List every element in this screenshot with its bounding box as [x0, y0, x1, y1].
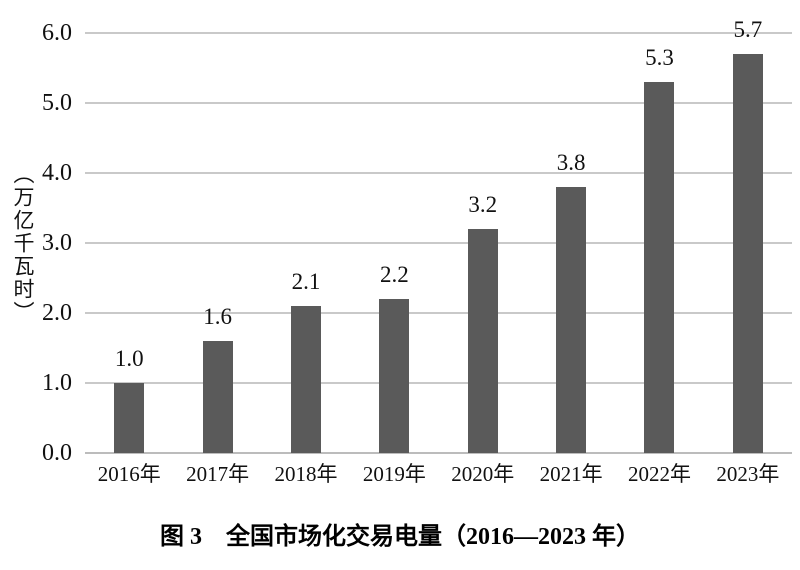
bar [467, 229, 498, 453]
bar [644, 82, 675, 453]
x-tick-label: 2020年 [451, 462, 515, 486]
bar [379, 299, 410, 453]
bar-value-label: 2.1 [291, 269, 321, 294]
x-tick-label: 2017年 [186, 462, 250, 486]
bar [202, 341, 233, 453]
y-tick-label: 6.0 [42, 20, 72, 46]
chart-title: 图 3 全国市场化交易电量（2016—2023 年） [160, 524, 640, 550]
plot-area: 1.0 1.6 2.1 2.2 3.2 3.8 5.3 5.7 [85, 18, 792, 454]
y-tick-label: 2.0 [42, 300, 72, 326]
bar-value-label: 1.0 [114, 346, 144, 371]
bar-value-label: 5.7 [733, 17, 763, 42]
bar [114, 383, 145, 453]
gridline [85, 312, 792, 314]
bar-value-label: 2.2 [379, 262, 409, 287]
bar [556, 187, 587, 453]
bar-value-label: 1.6 [203, 304, 232, 329]
bar [732, 54, 763, 453]
bar-value-label: 5.3 [645, 45, 674, 70]
gridline [85, 102, 792, 104]
gridline [85, 172, 792, 174]
y-tick-label: 4.0 [42, 160, 72, 186]
gridline [85, 242, 792, 244]
gridline [85, 382, 792, 384]
y-tick-label: 1.0 [42, 370, 72, 396]
y-tick-label: 3.0 [42, 230, 72, 256]
x-tick-label: 2021年 [539, 462, 603, 486]
gridline [85, 32, 792, 34]
bar [290, 306, 321, 453]
x-tick-label: 2018年 [274, 462, 338, 486]
x-tick-label: 2023年 [716, 462, 780, 486]
x-tick-label: 2019年 [362, 462, 426, 486]
y-tick-label: 5.0 [42, 90, 72, 116]
bar-value-label: 3.2 [468, 192, 498, 217]
bar-value-label: 3.8 [556, 150, 586, 175]
x-axis-baseline [85, 452, 792, 454]
x-tick-label: 2016年 [97, 462, 161, 486]
x-tick-label: 2022年 [627, 462, 691, 486]
y-tick-label: 0.0 [42, 440, 72, 466]
y-axis-title: （万亿千瓦时） [11, 162, 35, 324]
